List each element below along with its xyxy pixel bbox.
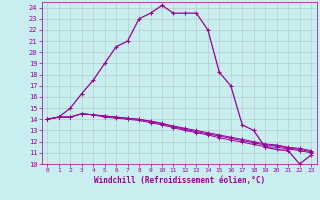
X-axis label: Windchill (Refroidissement éolien,°C): Windchill (Refroidissement éolien,°C) <box>94 176 265 185</box>
